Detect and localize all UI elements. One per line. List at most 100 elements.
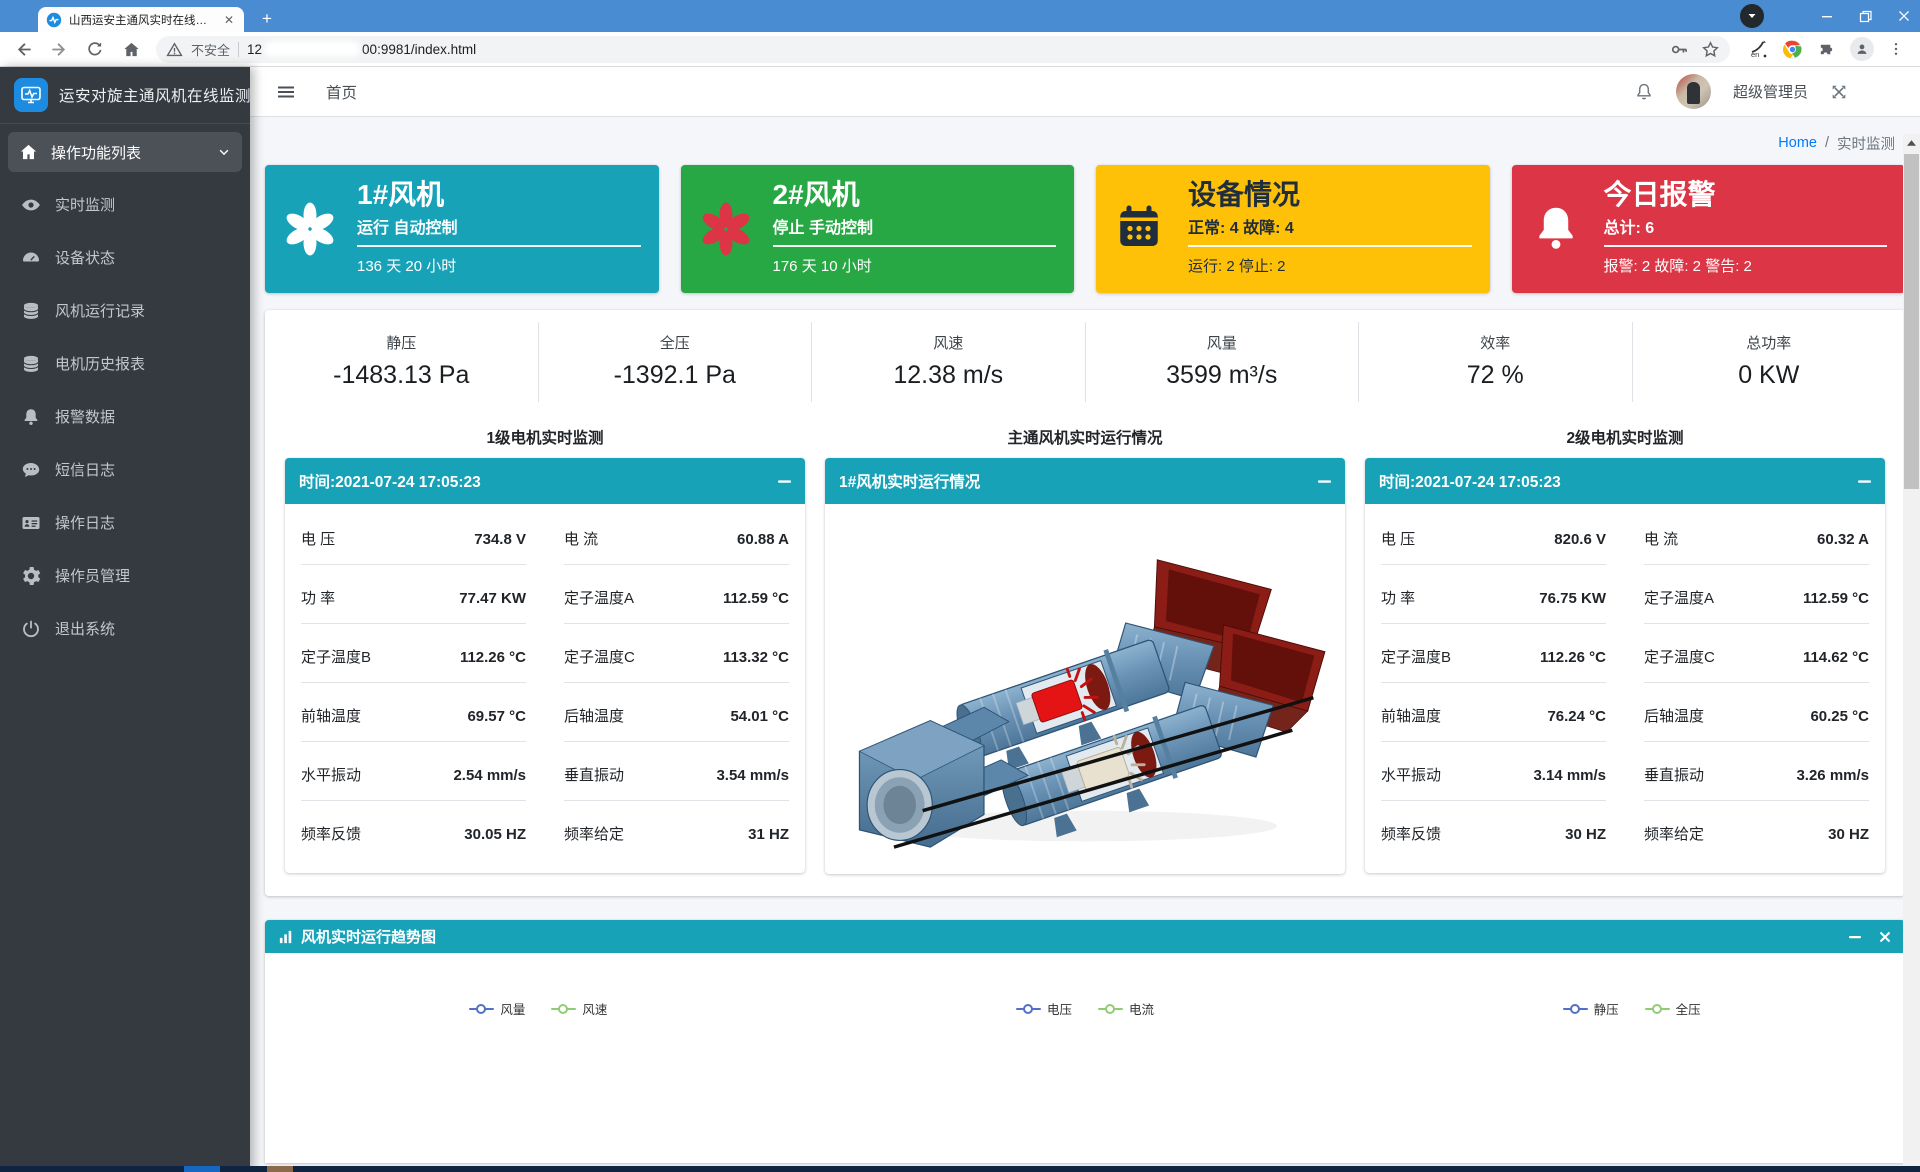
card-status: 停止 手动控制 xyxy=(772,220,873,238)
minimize-icon[interactable] xyxy=(1821,10,1833,22)
stat-total-pressure: 全压 -1392.1 Pa xyxy=(537,322,812,402)
line-series-marker-icon xyxy=(1562,1003,1588,1014)
sidebar-item-device-status[interactable]: 设备状态 xyxy=(8,231,242,284)
taskbar-segment xyxy=(184,1166,220,1172)
motor1-column: 1级电机实时监测 时间:2021-07-24 17:05:23 电 压 734.8… xyxy=(285,418,805,874)
line-series-marker-icon xyxy=(1644,1003,1670,1014)
sidebar-item-operation-log[interactable]: 操作日志 xyxy=(8,496,242,549)
metric-cell: 电 压 734.8 V xyxy=(301,506,526,565)
motor2-panel-body: 电 压 820.6 V 电 流 60.32 A 功 率 76.75 KW 定子温度A 1… xyxy=(1365,504,1885,873)
trend-chart-card: 风机实时运行趋势图 风量 xyxy=(265,920,1905,1163)
info-card-fan1: 1#风机 运行 自动控制 136 天 20 小时 xyxy=(265,165,659,293)
password-key-icon[interactable] xyxy=(1670,40,1689,59)
metric-cell: 频率反馈 30.05 HZ xyxy=(301,826,526,843)
tab-close-icon[interactable]: ✕ xyxy=(224,12,235,27)
sidebar-item-logout[interactable]: 退出系统 xyxy=(8,602,242,655)
reload-icon[interactable] xyxy=(80,34,110,64)
breadcrumb: Home / 实时监测 xyxy=(265,125,1905,161)
motor2-title: 2级电机实时监测 xyxy=(1566,430,1684,447)
nav-home-link[interactable]: 首页 xyxy=(326,84,358,102)
tab-title: 山西运安主通风实时在线监测系统 xyxy=(69,14,217,27)
username-label[interactable]: 超级管理员 xyxy=(1732,84,1808,101)
metric-cell: 功 率 76.75 KW xyxy=(1381,565,1606,624)
sidebar-brand[interactable]: 运安对旋主通风机在线监测系统 xyxy=(0,67,250,124)
forward-icon[interactable] xyxy=(44,34,74,64)
address-bar[interactable]: 不安全 12 00:9981/index.html xyxy=(156,35,1730,63)
line-series-marker-icon xyxy=(1097,1003,1123,1014)
metric-cell: 定子温度C 113.32 °C xyxy=(564,624,789,683)
sidebar-item-operator-management[interactable]: 操作员管理 xyxy=(8,549,242,602)
collapse-minus-icon[interactable] xyxy=(1858,475,1871,488)
sidebar-item-realtime-monitor[interactable]: 实时监测 xyxy=(8,178,242,231)
comment-icon xyxy=(21,460,41,480)
page-scrollbar[interactable] xyxy=(1903,134,1920,1172)
sidebar-item-function-list[interactable]: 操作功能列表 xyxy=(8,132,242,172)
notifications-bell-icon[interactable] xyxy=(1634,82,1654,102)
browser-profile-icon[interactable] xyxy=(1740,4,1764,28)
taskbar-segment xyxy=(267,1166,293,1172)
collapse-minus-icon[interactable] xyxy=(1849,931,1861,943)
collapse-minus-icon[interactable] xyxy=(1318,475,1331,488)
fan-view-panel: 1#风机实时运行情况 xyxy=(825,458,1345,874)
browser-tab[interactable]: 山西运安主通风实时在线监测系统 ✕ xyxy=(38,7,244,32)
browser-menu-dots-icon[interactable] xyxy=(1888,41,1904,57)
motor1-panel-header: 时间:2021-07-24 17:05:23 xyxy=(285,458,805,504)
chrome-extension-icon[interactable] xyxy=(1782,39,1803,60)
legend-item-air-volume[interactable]: 风量 xyxy=(469,999,525,1018)
sidebar-item-fan-run-records[interactable]: 风机运行记录 xyxy=(8,284,242,337)
home-icon xyxy=(19,143,38,162)
card-footer: 176 天 10 小时 xyxy=(772,258,872,276)
sidebar-item-alarm-data[interactable]: 报警数据 xyxy=(8,390,242,443)
breadcrumb-home-link[interactable]: Home xyxy=(1778,135,1817,151)
sidebar-item-motor-history-reports[interactable]: 电机历史报表 xyxy=(8,337,242,390)
panels-row: 1级电机实时监测 时间:2021-07-24 17:05:23 电 压 734.8… xyxy=(265,408,1905,874)
chart-legends: 风量 风速 电压 xyxy=(265,953,1905,1018)
fan-view-column: 主通风机实时运行情况 1#风机实时运行情况 xyxy=(825,418,1345,874)
metric-cell: 定子温度B 112.26 °C xyxy=(1381,624,1606,683)
back-icon[interactable] xyxy=(8,34,38,64)
legend-item-voltage[interactable]: 电压 xyxy=(1015,999,1072,1018)
stat-wind-speed: 风速 12.38 m/s xyxy=(811,322,1085,402)
fullscreen-expand-icon[interactable] xyxy=(1830,83,1848,101)
security-label[interactable]: 不安全 xyxy=(191,42,231,58)
legend-item-current[interactable]: 电流 xyxy=(1097,999,1154,1018)
bookmark-star-icon[interactable] xyxy=(1701,40,1720,59)
user-avatar[interactable] xyxy=(1675,74,1711,109)
motor1-title: 1级电机实时监测 xyxy=(486,430,604,447)
metric-cell: 频率给定 30 HZ xyxy=(1644,826,1869,843)
metric-cell: 水平振动 3.14 mm/s xyxy=(1381,742,1606,801)
browser-avatar-icon[interactable] xyxy=(1850,37,1874,61)
taskbar-sliver xyxy=(0,1166,1920,1172)
new-tab-button[interactable]: + xyxy=(262,9,272,28)
power-icon xyxy=(21,619,41,639)
app-frame: 运安对旋主通风机在线监测系统 操作功能列表 实时监测 设备状态 xyxy=(0,67,1920,1172)
gear-icon xyxy=(21,566,41,586)
legend-item-wind-speed[interactable]: 风速 xyxy=(551,999,607,1018)
collapse-minus-icon[interactable] xyxy=(778,475,791,488)
hamburger-menu-icon[interactable] xyxy=(276,82,296,102)
legend-item-static-pressure[interactable]: 静压 xyxy=(1562,999,1619,1018)
legend-group-volume-speed: 风量 风速 xyxy=(265,999,812,1018)
translate-extension-icon[interactable]: en xyxy=(1748,39,1768,59)
line-series-marker-icon xyxy=(469,1003,495,1014)
puzzle-extensions-icon[interactable] xyxy=(1817,40,1836,59)
scrollbar-thumb[interactable] xyxy=(1904,154,1919,489)
id-card-icon xyxy=(21,513,41,533)
line-series-marker-icon xyxy=(551,1003,577,1014)
home-icon[interactable] xyxy=(116,34,146,64)
info-card-fan2: 2#风机 停止 手动控制 176 天 10 小时 xyxy=(680,165,1074,293)
scroll-up-arrow[interactable] xyxy=(1903,134,1920,151)
sidebar-item-sms-log[interactable]: 短信日志 xyxy=(8,443,242,496)
bell-icon xyxy=(1530,202,1582,254)
info-card-today-alarms: 今日报警 总计: 6 报警: 2 故障: 2 警告: 2 xyxy=(1511,165,1905,293)
legend-group-pressures: 静压 全压 xyxy=(1358,999,1905,1018)
motor2-panel-header: 时间:2021-07-24 17:05:23 xyxy=(1365,458,1885,504)
close-icon[interactable] xyxy=(1879,931,1891,943)
svg-text:en: en xyxy=(1751,50,1759,59)
warning-icon xyxy=(166,41,183,58)
brand-logo-icon xyxy=(14,78,48,112)
legend-item-total-pressure[interactable]: 全压 xyxy=(1644,999,1701,1018)
window-controls xyxy=(1821,0,1910,32)
close-window-icon[interactable] xyxy=(1898,10,1910,22)
restore-icon[interactable] xyxy=(1859,10,1872,23)
